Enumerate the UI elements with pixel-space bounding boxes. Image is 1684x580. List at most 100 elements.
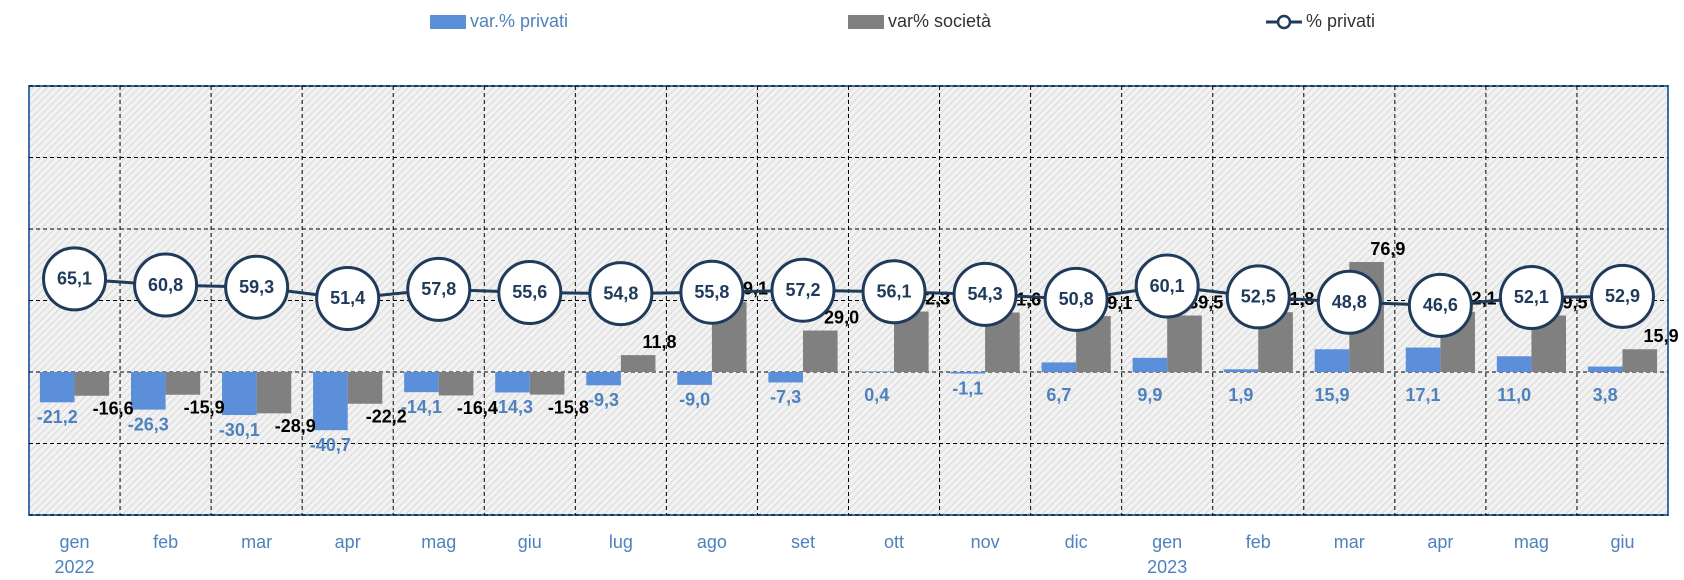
x-tick-label: mag [421, 532, 456, 552]
data-label: 54,3 [968, 284, 1003, 304]
data-label: 1,9 [1228, 385, 1253, 405]
data-label: 55,6 [512, 282, 547, 302]
x-tick-label: 2023 [1147, 557, 1187, 577]
data-label: 55,8 [694, 282, 729, 302]
legend-marker [1276, 14, 1292, 30]
line-marker [770, 257, 836, 323]
data-label: -14,3 [492, 397, 533, 417]
x-tick-label: giu [1610, 532, 1634, 552]
bar [1132, 357, 1168, 372]
x-tick-label: mar [1334, 532, 1365, 552]
bar [313, 372, 348, 431]
x-tick-label: apr [335, 532, 361, 552]
bar [586, 372, 621, 386]
data-label: 50,8 [1059, 289, 1094, 309]
x-tick-label: mar [241, 532, 272, 552]
legend-label: % privati [1306, 11, 1375, 31]
bar [256, 372, 292, 414]
legend-label: var% società [888, 11, 992, 31]
data-label: 15,9 [1314, 385, 1349, 405]
data-label: 54,8 [603, 283, 638, 303]
bar [677, 372, 712, 385]
data-label: 52,9 [1605, 286, 1640, 306]
line-marker [497, 259, 563, 325]
bar [859, 371, 895, 372]
bar [1405, 347, 1441, 372]
line-marker [1407, 272, 1473, 338]
data-label: -16,6 [93, 398, 134, 418]
x-tick-label: dic [1065, 532, 1088, 552]
bar [165, 372, 201, 395]
line-marker [224, 254, 290, 320]
line-marker [588, 261, 654, 327]
data-label: -15,8 [548, 397, 589, 417]
line-marker [133, 252, 199, 318]
data-label: 65,1 [57, 269, 92, 289]
data-label: -40,7 [310, 435, 351, 455]
bar [404, 372, 439, 393]
data-label: -9,0 [679, 390, 710, 410]
bar [347, 372, 383, 404]
bar [1041, 362, 1077, 372]
data-label: -26,3 [128, 414, 169, 434]
x-tick-label: mag [1514, 532, 1549, 552]
data-label: 46,6 [1423, 295, 1458, 315]
x-tick-label: feb [1246, 532, 1271, 552]
bar [39, 372, 75, 403]
bar [620, 355, 656, 372]
x-tick-label: nov [971, 532, 1000, 552]
legend-swatch [430, 15, 466, 29]
bar [1314, 349, 1350, 372]
bar [130, 372, 166, 410]
x-tick-label: lug [609, 532, 633, 552]
data-label: -21,2 [37, 407, 78, 427]
x-tick-label: 2022 [55, 557, 95, 577]
data-label: 11,8 [642, 332, 676, 352]
data-label: 59,3 [239, 277, 274, 297]
data-label: 29,0 [824, 307, 859, 327]
data-label: 52,5 [1241, 287, 1276, 307]
data-label: -14,1 [401, 397, 442, 417]
data-label: 60,1 [1150, 276, 1185, 296]
data-label: 76,9 [1370, 239, 1405, 259]
line-marker [1589, 263, 1655, 329]
bar [495, 372, 530, 393]
line-marker [1043, 266, 1109, 332]
bar [1622, 349, 1658, 372]
line-marker [861, 259, 927, 325]
data-label: 0,4 [864, 385, 889, 405]
legend-label: var.% privati [470, 11, 568, 31]
data-label: -9,3 [588, 390, 619, 410]
bar [222, 372, 257, 416]
data-label: 11,0 [1497, 385, 1531, 405]
data-label: 51,4 [330, 288, 365, 308]
data-label: -28,9 [275, 416, 316, 436]
line-marker [1316, 269, 1382, 335]
x-tick-label: gen [1152, 532, 1182, 552]
data-label: 57,8 [421, 279, 456, 299]
data-label: 52,1 [1514, 287, 1549, 307]
data-label: 9,9 [1137, 385, 1162, 405]
data-label: -22,2 [366, 406, 407, 426]
bar [1587, 366, 1623, 372]
legend-swatch [848, 15, 884, 29]
data-label: 60,8 [148, 275, 183, 295]
bar [529, 372, 565, 395]
data-label: -16,4 [457, 398, 498, 418]
line-marker [952, 261, 1018, 327]
data-label: 17,1 [1406, 385, 1441, 405]
line-marker [1134, 253, 1200, 319]
x-tick-label: ago [697, 532, 727, 552]
data-label: -7,3 [770, 387, 801, 407]
x-tick-label: giu [518, 532, 542, 552]
bar [1496, 356, 1532, 372]
bar [802, 330, 838, 372]
bar [74, 372, 110, 396]
bar [950, 372, 986, 374]
line-marker [679, 259, 745, 325]
data-label: 15,9 [1644, 326, 1679, 346]
bar [768, 372, 803, 383]
line-marker [406, 256, 472, 322]
bar [438, 372, 474, 396]
x-tick-label: ott [884, 532, 904, 552]
